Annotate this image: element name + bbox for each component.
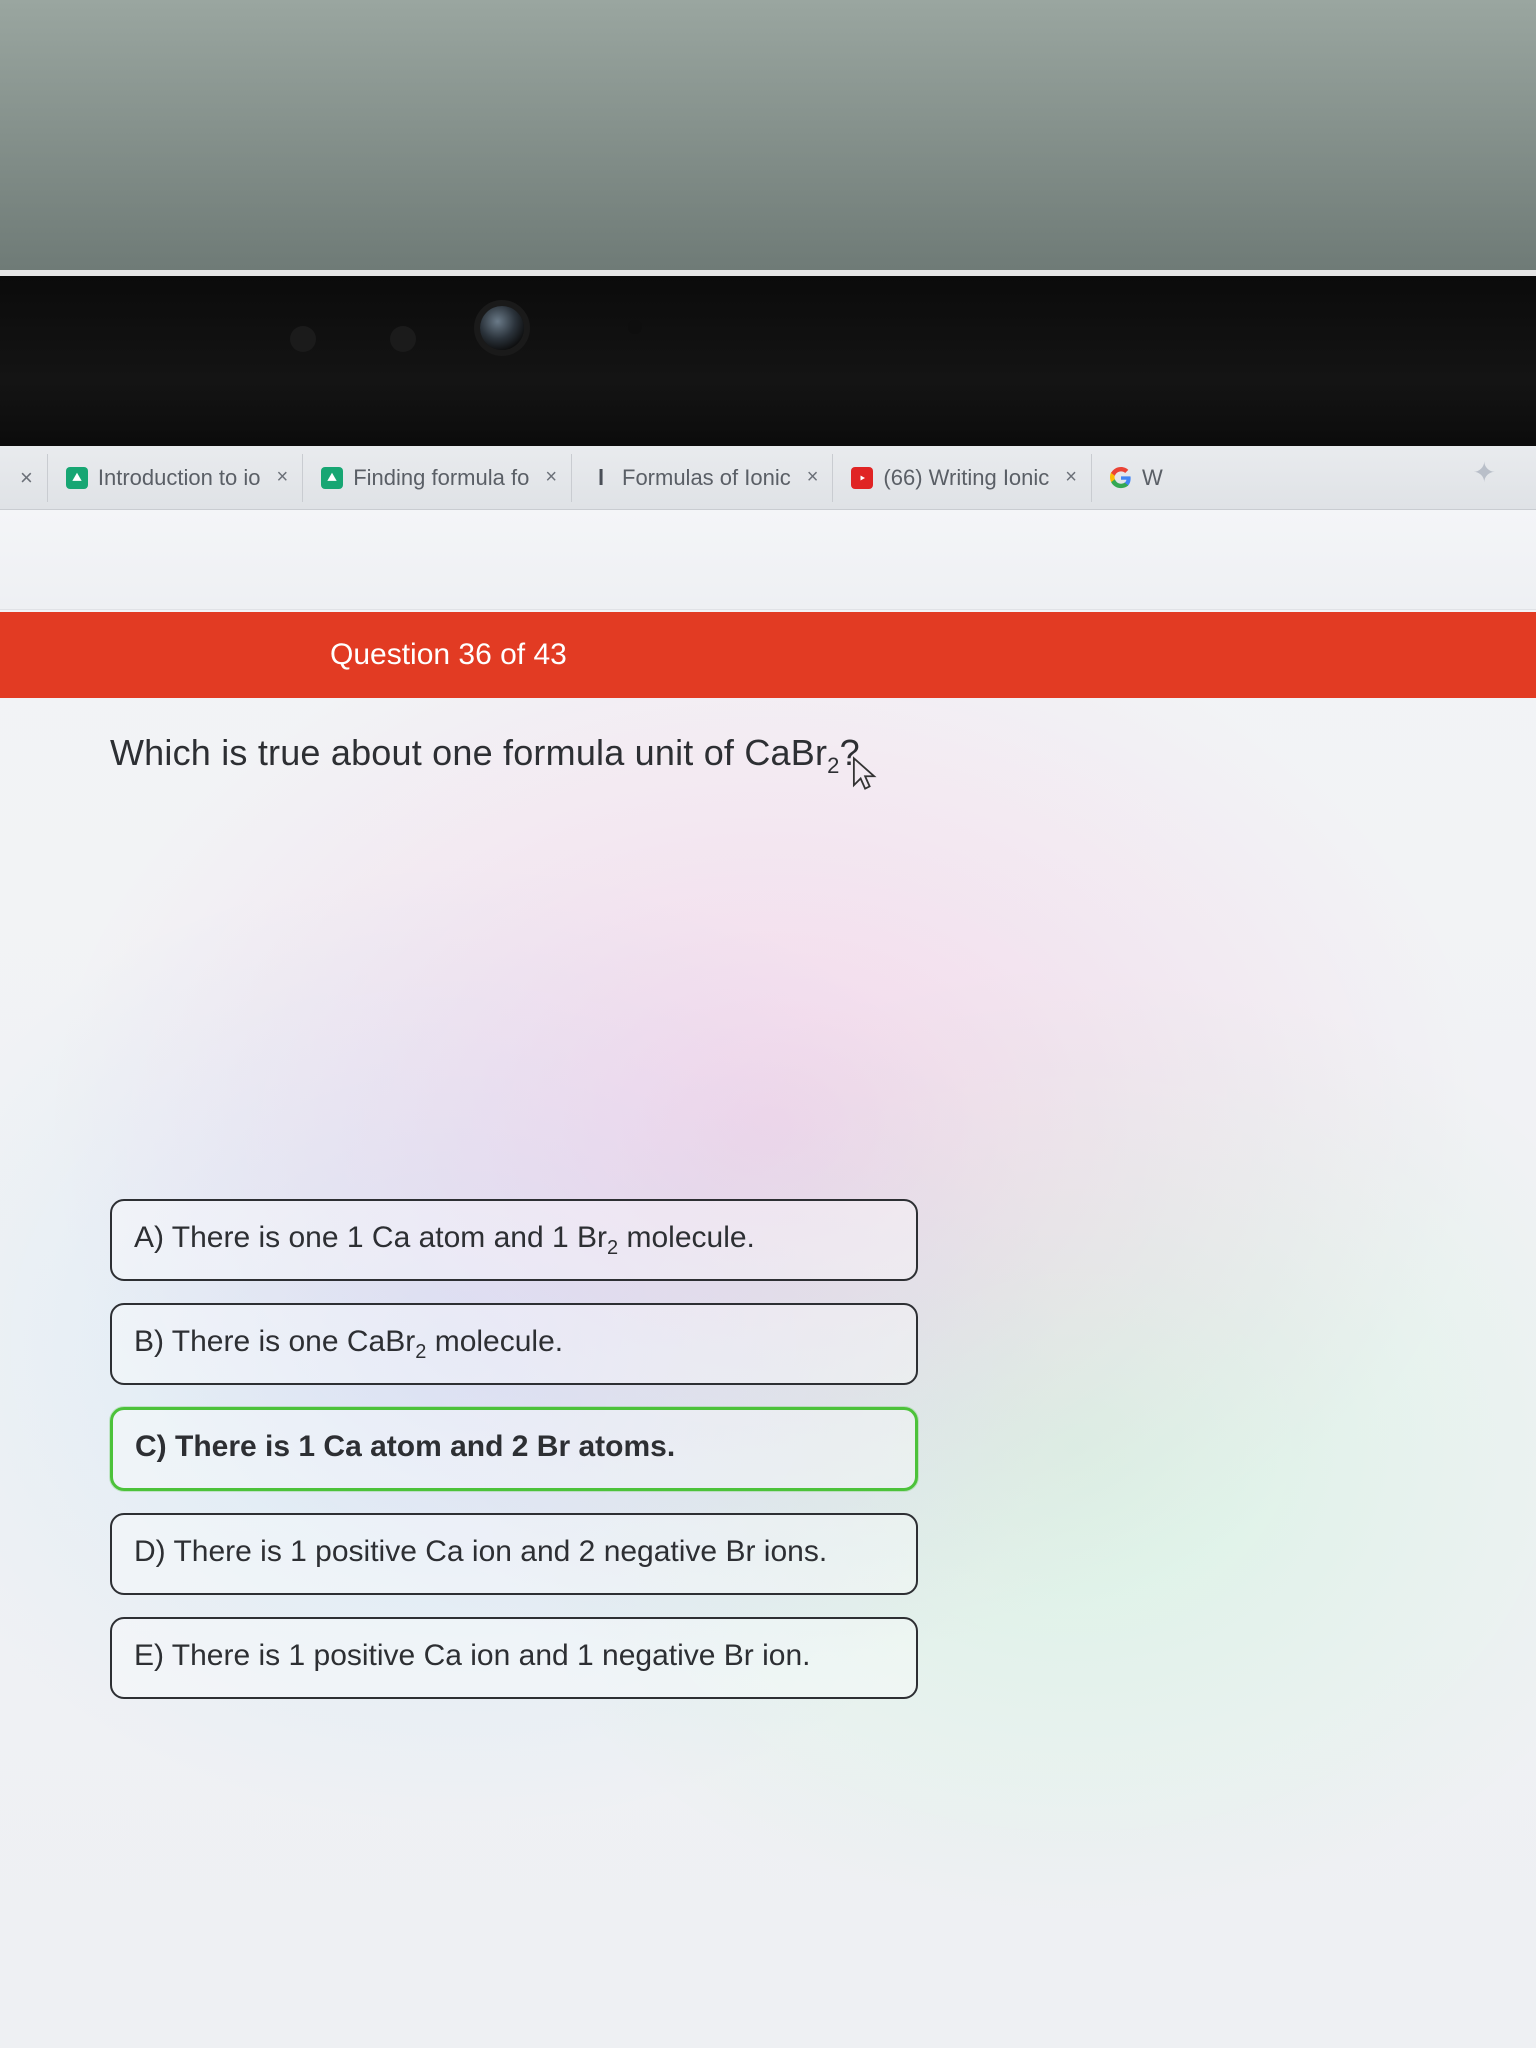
choice-text: There is 1 positive Ca ion and 2 negativ… — [173, 1535, 827, 1568]
sensor-dot — [390, 326, 416, 352]
choice-label: A) — [134, 1221, 172, 1254]
choice-text: There is one CaBr — [172, 1325, 415, 1358]
question-header-bar: Question 36 of 43 — [0, 612, 1536, 698]
google-icon — [1110, 467, 1132, 489]
mic-dot — [628, 320, 642, 334]
aleks-icon — [321, 467, 343, 489]
choice-label: B) — [134, 1325, 172, 1358]
laptop-bezel — [0, 270, 1536, 450]
tab-finding-formula[interactable]: Finding formula fo × — [307, 454, 572, 502]
choice-label: D) — [134, 1535, 173, 1568]
screen-area: ✦ × Introduction to io × Finding formula… — [0, 446, 1536, 2048]
tab-writing-ionic[interactable]: (66) Writing Ionic × — [837, 454, 1092, 502]
sparkle-icon: ✦ — [1473, 456, 1496, 489]
choice-label: C) — [135, 1430, 175, 1463]
choice-text-post: molecule. — [426, 1325, 563, 1358]
choice-b[interactable]: B) There is one CaBr2 molecule. — [110, 1303, 918, 1385]
choice-text-post: molecule. — [618, 1221, 755, 1254]
choice-a[interactable]: A) There is one 1 Ca atom and 1 Br2 mole… — [110, 1199, 918, 1281]
webcam — [480, 306, 524, 350]
site-l-icon: l — [590, 467, 612, 489]
tab-formulas-ionic[interactable]: l Formulas of Ionic × — [576, 454, 833, 502]
choice-d[interactable]: D) There is 1 positive Ca ion and 2 nega… — [110, 1513, 918, 1595]
choice-e[interactable]: E) There is 1 positive Ca ion and 1 nega… — [110, 1617, 918, 1699]
tab-label: Introduction to io — [98, 465, 261, 491]
choice-text: There is one 1 Ca atom and 1 Br — [172, 1221, 607, 1254]
answer-list: A) There is one 1 Ca atom and 1 Br2 mole… — [110, 1199, 918, 1699]
question-counter: Question 36 of 43 — [330, 638, 567, 672]
browser-tabstrip: × Introduction to io × Finding formula f… — [0, 446, 1536, 510]
choice-label: E) — [134, 1639, 172, 1672]
tab-google[interactable]: W — [1096, 454, 1177, 502]
question-prefix: Which is true about one formula unit of … — [110, 732, 827, 773]
close-icon[interactable]: × — [807, 466, 819, 489]
close-icon[interactable]: × — [545, 466, 557, 489]
tab-label: Formulas of Ionic — [622, 465, 791, 491]
sensor-dot — [290, 326, 316, 352]
choice-text: There is 1 Ca atom and 2 Br atoms. — [175, 1430, 675, 1463]
question-text: Which is true about one formula unit of … — [110, 732, 1426, 779]
photo-frame: ✦ × Introduction to io × Finding formula… — [0, 0, 1536, 2048]
choice-text: There is 1 positive Ca ion and 1 negativ… — [172, 1639, 811, 1672]
tab-label: (66) Writing Ionic — [883, 465, 1049, 491]
close-icon[interactable]: × — [277, 466, 289, 489]
tab-close-leading[interactable]: × — [6, 454, 48, 502]
tab-label: W — [1142, 465, 1163, 491]
cursor-icon — [850, 756, 878, 792]
toolbar-area — [0, 510, 1536, 610]
choice-c[interactable]: C) There is 1 Ca atom and 2 Br atoms. — [110, 1407, 918, 1491]
question-content: Which is true about one formula unit of … — [0, 698, 1536, 1699]
choice-sub: 2 — [415, 1341, 426, 1363]
choice-sub: 2 — [607, 1237, 618, 1259]
tab-introduction[interactable]: Introduction to io × — [52, 454, 303, 502]
close-icon[interactable]: × — [1065, 466, 1077, 489]
aleks-icon — [66, 467, 88, 489]
youtube-icon — [851, 467, 873, 489]
question-subscript: 2 — [827, 753, 839, 778]
close-icon[interactable]: × — [20, 465, 33, 491]
tab-label: Finding formula fo — [353, 465, 529, 491]
